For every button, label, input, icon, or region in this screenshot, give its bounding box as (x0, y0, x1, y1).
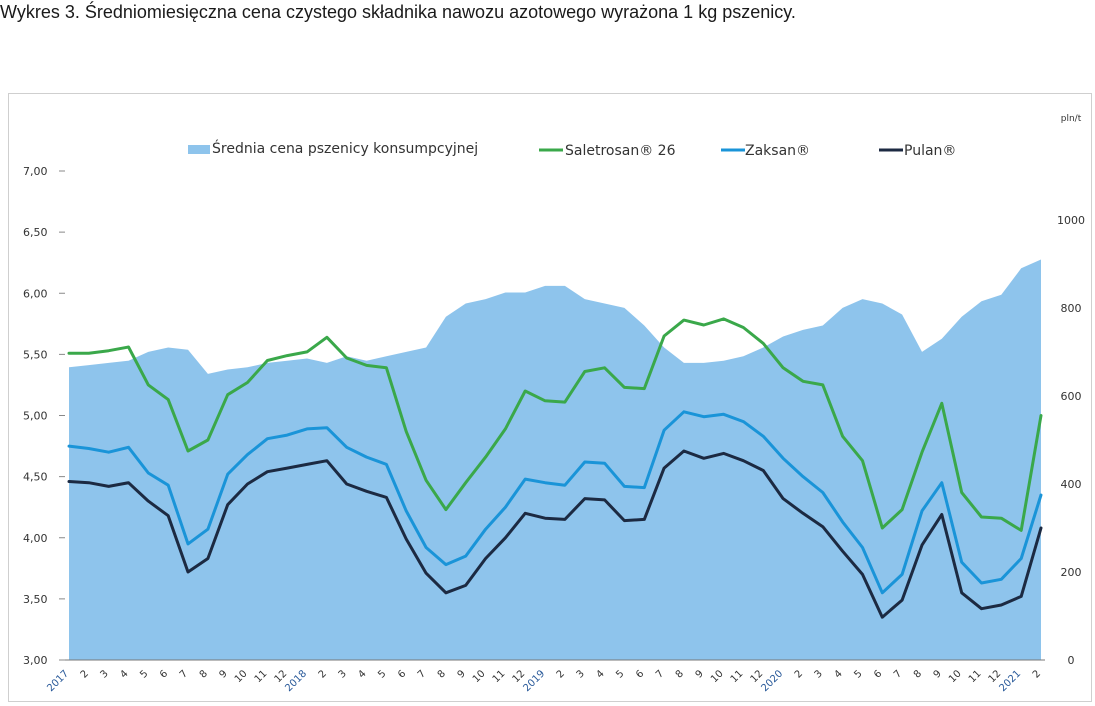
x-tick-label: 8 (912, 668, 924, 680)
x-tick-label: 7 (892, 668, 904, 680)
y-right-tick-label: 200 (1061, 566, 1082, 579)
x-tick-label: 6 (872, 668, 884, 680)
x-tick-label: 6 (634, 668, 646, 680)
x-tick-label: 3 (337, 668, 349, 680)
x-tick-label: 4 (118, 668, 130, 680)
x-tick-label: 2 (555, 668, 567, 680)
x-tick-label: 7 (416, 668, 428, 680)
x-tick-label: 7 (178, 668, 190, 680)
x-tick-label: 3 (575, 668, 587, 680)
x-tick-label: 9 (218, 668, 230, 680)
y-left-tick-label: 6,50 (23, 226, 48, 239)
x-tick-label: 10 (471, 668, 488, 685)
x-tick-label: 2 (79, 668, 91, 680)
x-tick-label: 4 (832, 668, 844, 680)
y-right-tick-label: 1000 (1057, 214, 1085, 227)
y-left-tick-label: 5,50 (23, 348, 48, 361)
chart: 3,00 3,50 4,00 4,50 5,00 5,50 6,00 6,50 7,00 0 200… (23, 114, 1085, 694)
x-tick-label: 11 (491, 668, 508, 685)
y-right-tick-label: 600 (1061, 390, 1082, 403)
x-tick-label: 2 (317, 668, 329, 680)
legend-label-line-1: Zaksan® (745, 143, 810, 159)
y-left-tick-label: 6,00 (23, 287, 48, 300)
x-tick-label: 11 (253, 668, 270, 685)
x-tick-label: 2 (1031, 668, 1043, 680)
y-right-tick-label: 800 (1061, 302, 1082, 315)
x-tick-label: 5 (138, 668, 150, 680)
legend-label-area: Średnia cena pszenicy konsumpcyjnej (212, 139, 478, 157)
y-right-unit-label: pln/t (1061, 114, 1082, 124)
y-right-tick-label: 0 (1068, 654, 1075, 667)
x-tick-label: 4 (594, 668, 606, 680)
x-tick-label: 3 (99, 668, 111, 680)
x-tick-label: 2021 (998, 668, 1024, 694)
x-tick-label: 2019 (521, 668, 547, 694)
x-tick-label: 8 (198, 668, 210, 680)
x-tick-label: 9 (456, 668, 468, 680)
y-left-tick-label: 4,00 (23, 532, 48, 545)
chart-frame: 3,00 3,50 4,00 4,50 5,00 5,50 6,00 6,50 7,00 0 200… (8, 93, 1092, 702)
series-line-0 (67, 317, 1043, 532)
y-left-tick-label: 7,00 (23, 165, 48, 178)
area-wheat-price (69, 259, 1041, 660)
legend-label-line-0: Saletrosan® 26 (565, 143, 676, 159)
x-tick-label: 9 (694, 668, 706, 680)
x-tick-label: 7 (654, 668, 666, 680)
x-tick-label: 2 (793, 668, 805, 680)
x-tick-label: 2020 (759, 668, 785, 694)
x-tick-label: 5 (376, 668, 388, 680)
x-tick-label: 10 (709, 668, 726, 685)
x-tick-label: 10 (947, 668, 964, 685)
x-tick-label: 2017 (45, 668, 71, 694)
x-tick-label: 11 (967, 668, 984, 685)
x-tick-label: 5 (852, 668, 864, 680)
chart-title: Wykres 3. Średniomiesięczna cena czysteg… (0, 2, 796, 22)
y-left-tick-label: 5,00 (23, 410, 48, 423)
x-tick-label: 3 (813, 668, 825, 680)
y-right-tick-label: 400 (1061, 478, 1082, 491)
y-left-tick-label: 3,50 (23, 593, 48, 606)
x-tick-label: 8 (674, 668, 686, 680)
y-left-tick-label: 4,50 (23, 471, 48, 484)
x-tick-label: 10 (233, 668, 250, 685)
series-line-2 (67, 449, 1043, 619)
x-tick-label: 5 (614, 668, 626, 680)
legend-swatch-area (188, 145, 210, 154)
x-tick-label: 6 (396, 668, 408, 680)
x-tick-label: 4 (356, 668, 368, 680)
x-tick-label: 9 (932, 668, 944, 680)
x-tick-label: 8 (436, 668, 448, 680)
legend-label-line-2: Pulan® (904, 143, 956, 159)
series-line-1 (67, 410, 1043, 595)
x-tick-label: 6 (158, 668, 170, 680)
x-tick-label: 2018 (283, 668, 309, 694)
y-left-tick-label: 3,00 (23, 654, 48, 667)
x-tick-label: 11 (729, 668, 746, 685)
